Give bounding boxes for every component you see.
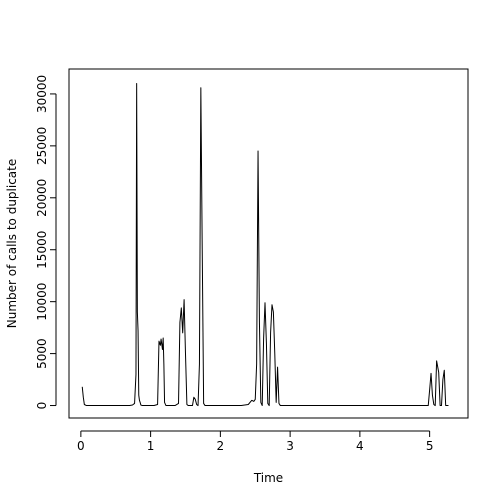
y-tick-label: 20000: [35, 179, 49, 217]
x-axis: 0 1 2 3 4 5: [77, 430, 434, 453]
x-axis-title: Time: [253, 471, 283, 485]
x-tick-label: 2: [217, 439, 225, 453]
y-tick-label: 5000: [35, 338, 49, 369]
x-tick-label: 0: [77, 439, 85, 453]
y-tick-label: 25000: [35, 127, 49, 165]
series-layer: [81, 83, 449, 407]
series-line-1: [81, 83, 449, 407]
x-tick-label: 3: [286, 439, 294, 453]
x-tick-label: 4: [356, 439, 364, 453]
y-axis: 0 5000 10000 15000 20000 25000 30000: [35, 75, 57, 410]
x-tick-label: 1: [147, 439, 155, 453]
y-axis-title: Number of calls to duplicate: [5, 159, 19, 329]
y-tick-label: 0: [35, 402, 49, 410]
y-tick-label: 15000: [35, 231, 49, 269]
plot-area-frame: [68, 68, 469, 419]
y-tick-label: 10000: [35, 283, 49, 321]
x-tick-label: 5: [426, 439, 434, 453]
y-tick-label: 30000: [35, 75, 49, 113]
